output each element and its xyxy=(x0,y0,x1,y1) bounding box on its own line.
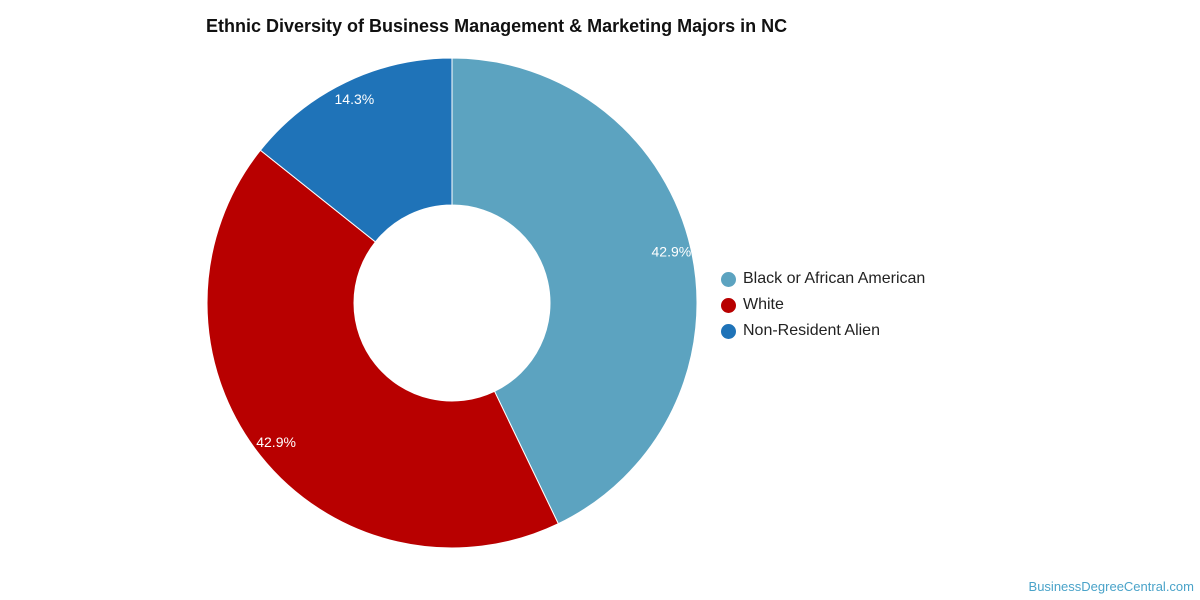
chart-title: Ethnic Diversity of Business Management … xyxy=(206,16,788,36)
legend-label: White xyxy=(743,296,784,313)
legend-swatch-icon xyxy=(721,323,736,339)
donut-slice-non-resident-alien[interactable] xyxy=(259,57,453,243)
legend-item-black-or-african-american[interactable]: Black or African American xyxy=(721,266,925,292)
legend-label: Non-Resident Alien xyxy=(743,322,880,339)
slice-value-label: 42.9% xyxy=(256,434,296,450)
legend-item-white[interactable]: White xyxy=(721,292,925,318)
slice-value-label: 42.9% xyxy=(652,244,692,260)
donut-slice-black-or-african-american[interactable] xyxy=(451,57,698,525)
legend-label: Black or African American xyxy=(743,270,926,287)
legend-swatch-icon xyxy=(721,297,736,313)
chart-legend: Black or African American White Non-Resi… xyxy=(721,266,925,344)
slice-value-label: 14.3% xyxy=(335,91,375,107)
slice-labels-group: 42.9% 42.9% 14.3% xyxy=(256,91,691,450)
legend-item-non-resident-alien[interactable]: Non-Resident Alien xyxy=(721,318,925,344)
source-credit-link[interactable]: BusinessDegreeCentral.com xyxy=(1028,579,1194,594)
donut-slice-white[interactable] xyxy=(206,149,559,549)
legend-swatch-icon xyxy=(721,271,736,287)
slices-group xyxy=(206,57,698,549)
